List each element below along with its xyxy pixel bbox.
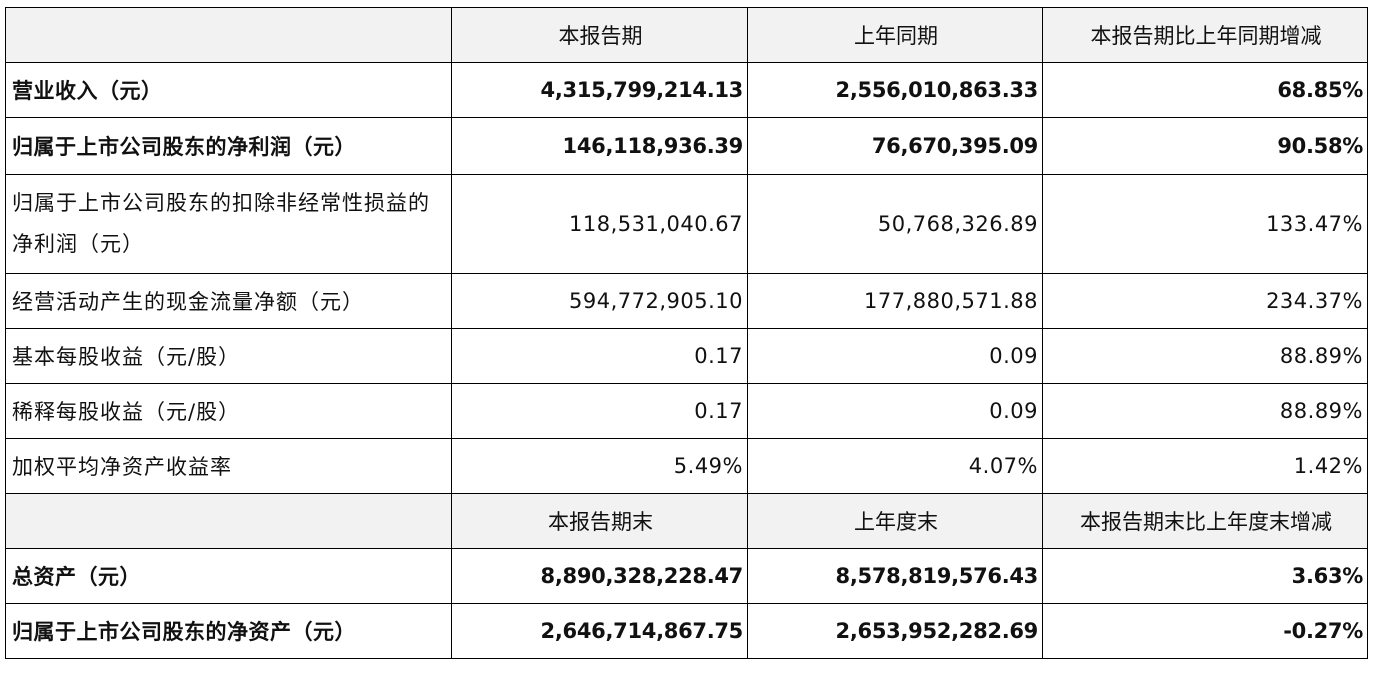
table-row: 营业收入（元） 4,315,799,214.13 2,556,010,863.3…	[5, 62, 1368, 118]
header-prior-year-period: 上年同期	[747, 7, 1043, 63]
value-change: 90.58%	[1042, 117, 1368, 175]
header-yoy-change: 本报告期比上年同期增减	[1042, 7, 1368, 63]
row-label: 经营活动产生的现金流量净额（元）	[5, 273, 452, 329]
row-label: 归属于上市公司股东的扣除非经常性损益的净利润（元）	[5, 174, 452, 274]
value-prior: 8,578,819,576.43	[747, 548, 1043, 604]
header-cell-empty	[5, 7, 452, 63]
table-row: 稀释每股收益（元/股） 0.17 0.09 88.89%	[5, 383, 1368, 439]
row-label: 稀释每股收益（元/股）	[5, 383, 452, 439]
header-change-vs-year-end: 本报告期末比上年度末增减	[1042, 493, 1368, 549]
table-header-row: 本报告期末 上年度末 本报告期末比上年度末增减	[5, 493, 1368, 549]
value-current: 0.17	[451, 328, 748, 384]
value-change: 133.47%	[1042, 174, 1368, 274]
table-header-row: 本报告期 上年同期 本报告期比上年同期增减	[5, 7, 1368, 63]
value-current: 4,315,799,214.13	[451, 62, 748, 118]
table-row: 加权平均净资产收益率 5.49% 4.07% 1.42%	[5, 438, 1368, 494]
row-label: 营业收入（元）	[5, 62, 452, 118]
value-current: 5.49%	[451, 438, 748, 494]
value-prior: 0.09	[747, 383, 1043, 439]
value-current: 8,890,328,228.47	[451, 548, 748, 604]
value-prior: 2,556,010,863.33	[747, 62, 1043, 118]
value-change: 234.37%	[1042, 273, 1368, 329]
value-current: 118,531,040.67	[451, 174, 748, 274]
table-row: 归属于上市公司股东的净资产（元） 2,646,714,867.75 2,653,…	[5, 603, 1368, 659]
value-prior: 177,880,571.88	[747, 273, 1043, 329]
header-period-end: 本报告期末	[451, 493, 748, 549]
header-current-period: 本报告期	[451, 7, 748, 63]
header-prior-year-end: 上年度末	[747, 493, 1043, 549]
value-current: 2,646,714,867.75	[451, 603, 748, 659]
value-change: 88.89%	[1042, 328, 1368, 384]
value-prior: 76,670,395.09	[747, 117, 1043, 175]
value-change: 88.89%	[1042, 383, 1368, 439]
table-row: 归属于上市公司股东的扣除非经常性损益的净利润（元） 118,531,040.67…	[5, 174, 1368, 274]
value-current: 594,772,905.10	[451, 273, 748, 329]
value-change: -0.27%	[1042, 603, 1368, 659]
table-row: 基本每股收益（元/股） 0.17 0.09 88.89%	[5, 328, 1368, 384]
row-label: 加权平均净资产收益率	[5, 438, 452, 494]
table-row: 总资产（元） 8,890,328,228.47 8,578,819,576.43…	[5, 548, 1368, 604]
table-row: 归属于上市公司股东的净利润（元） 146,118,936.39 76,670,3…	[5, 117, 1368, 175]
row-label: 总资产（元）	[5, 548, 452, 604]
value-change: 1.42%	[1042, 438, 1368, 494]
table-row: 经营活动产生的现金流量净额（元） 594,772,905.10 177,880,…	[5, 273, 1368, 329]
row-label: 归属于上市公司股东的净资产（元）	[5, 603, 452, 659]
value-current: 0.17	[451, 383, 748, 439]
value-prior: 0.09	[747, 328, 1043, 384]
header-cell-empty	[5, 493, 452, 549]
financial-summary-table: 本报告期 上年同期 本报告期比上年同期增减 营业收入（元） 4,315,799,…	[5, 7, 1368, 659]
value-prior: 50,768,326.89	[747, 174, 1043, 274]
value-change: 3.63%	[1042, 548, 1368, 604]
row-label: 归属于上市公司股东的净利润（元）	[5, 117, 452, 175]
value-change: 68.85%	[1042, 62, 1368, 118]
value-current: 146,118,936.39	[451, 117, 748, 175]
value-prior: 2,653,952,282.69	[747, 603, 1043, 659]
row-label: 基本每股收益（元/股）	[5, 328, 452, 384]
value-prior: 4.07%	[747, 438, 1043, 494]
